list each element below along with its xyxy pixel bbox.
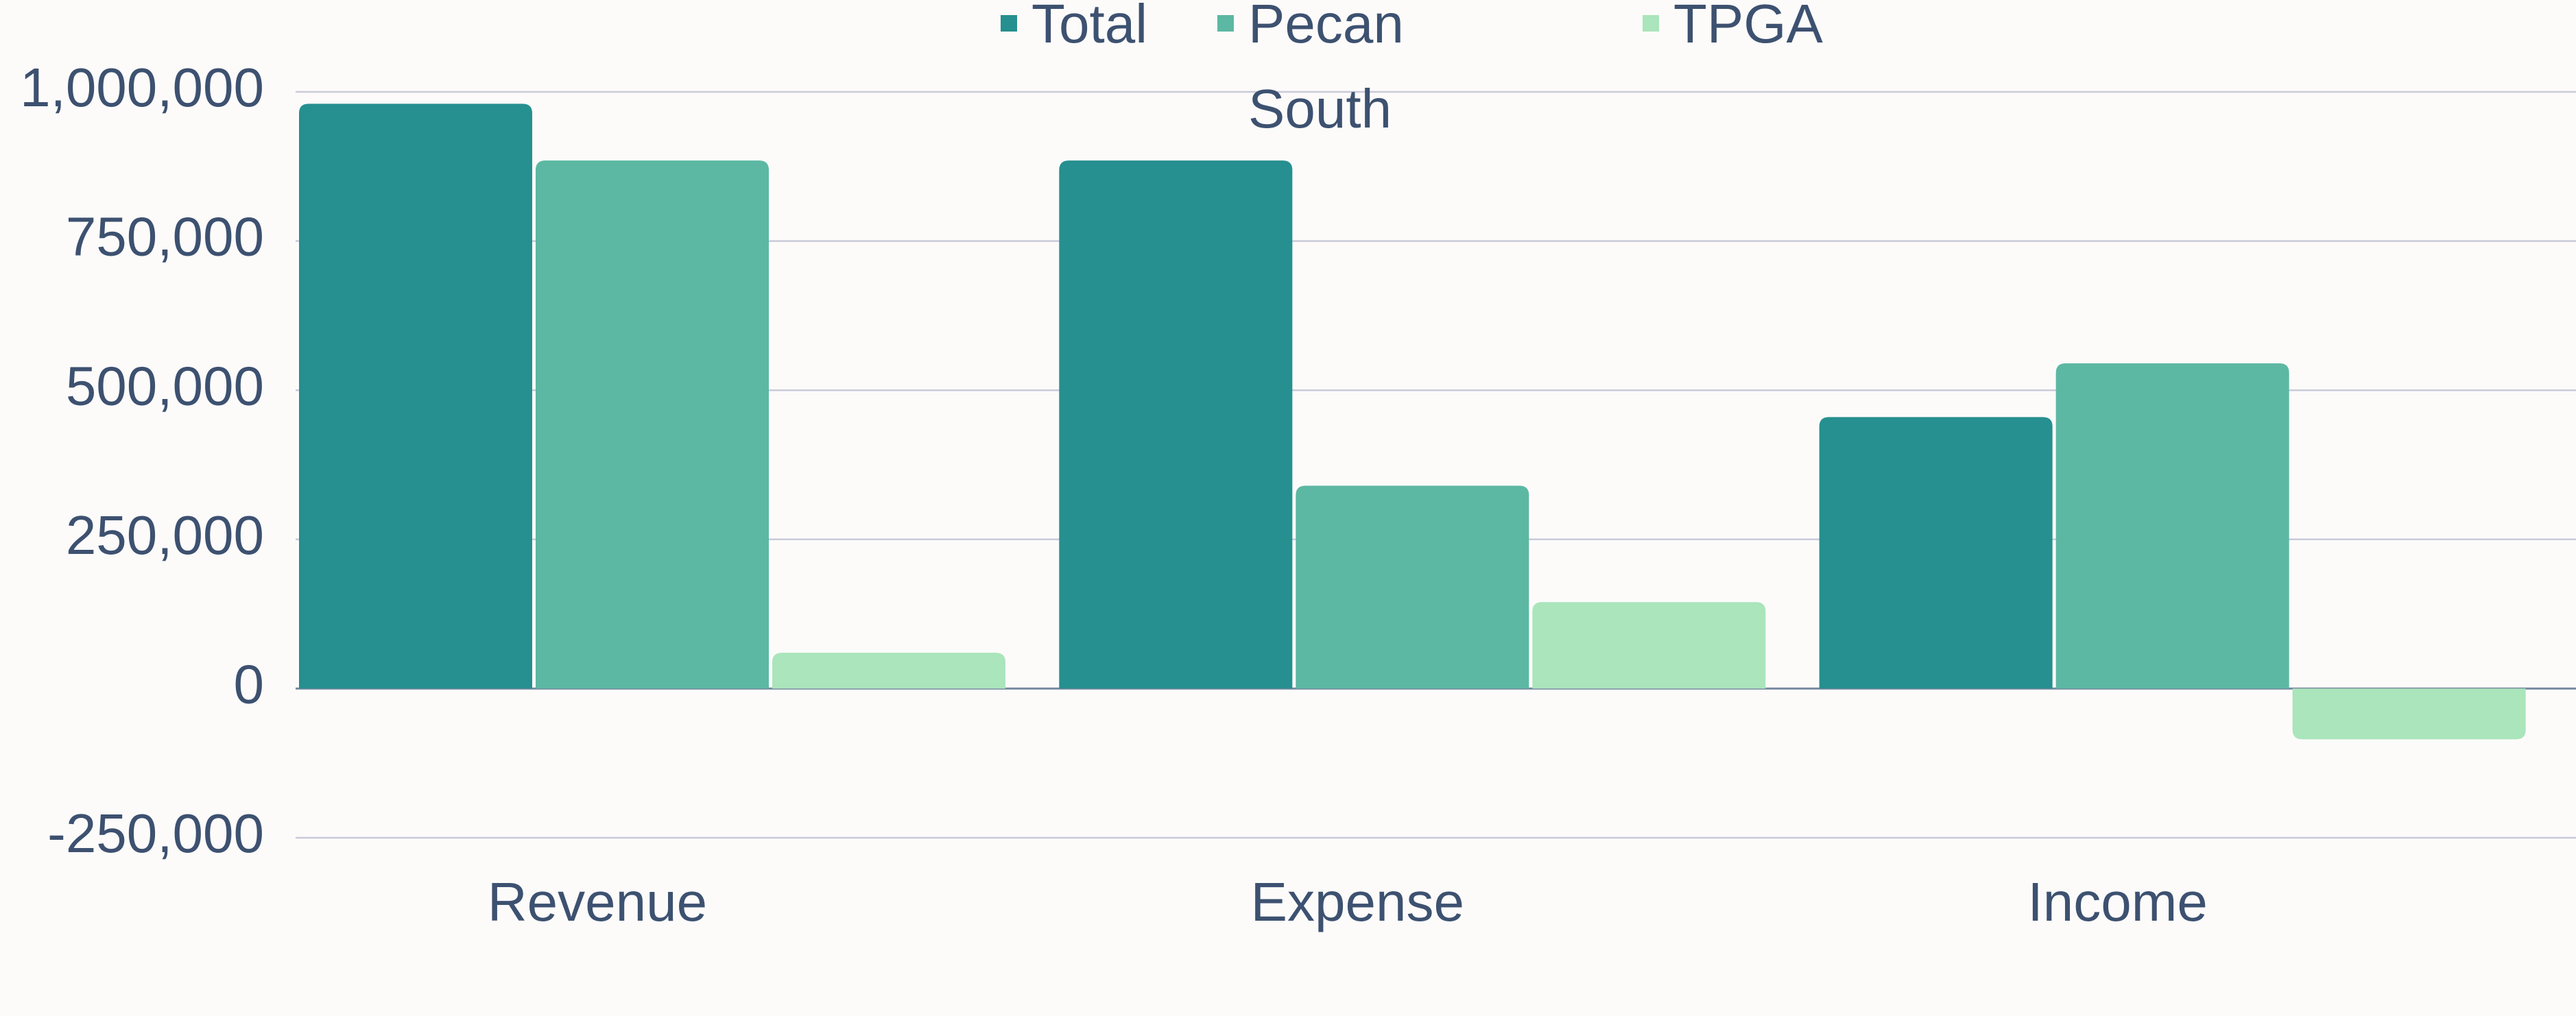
legend-item: Total bbox=[1001, 0, 1147, 54]
bar bbox=[299, 104, 532, 689]
bar bbox=[1532, 602, 1766, 689]
legend-item: TPGA bbox=[1643, 0, 1823, 54]
y-tick-label: 1,000,000 bbox=[20, 57, 264, 118]
legend-swatch bbox=[1001, 15, 1017, 32]
legend-label: Total bbox=[1031, 0, 1147, 54]
x-tick-label: Revenue bbox=[488, 871, 707, 932]
y-tick-label: 500,000 bbox=[66, 355, 264, 416]
bar bbox=[536, 160, 769, 689]
y-tick-label: 250,000 bbox=[66, 505, 264, 566]
bar bbox=[1819, 417, 2053, 689]
y-tick-label: 0 bbox=[234, 654, 265, 715]
y-tick-label: -250,000 bbox=[47, 803, 264, 864]
legend-label: Pecan South bbox=[1248, 0, 1404, 139]
legend-item: Pecan South bbox=[1217, 0, 1404, 139]
x-tick-label: Income bbox=[2027, 871, 2207, 932]
y-tick-label: 750,000 bbox=[66, 206, 264, 267]
bar bbox=[1296, 485, 1529, 689]
legend-label: TPGA bbox=[1673, 0, 1823, 54]
legend-swatch bbox=[1643, 15, 1659, 32]
x-tick-label: Expense bbox=[1251, 871, 1464, 932]
bar bbox=[772, 653, 1005, 689]
legend-swatch bbox=[1217, 15, 1234, 32]
bar bbox=[2055, 363, 2289, 689]
bar bbox=[2292, 688, 2526, 740]
bar bbox=[1059, 160, 1293, 689]
